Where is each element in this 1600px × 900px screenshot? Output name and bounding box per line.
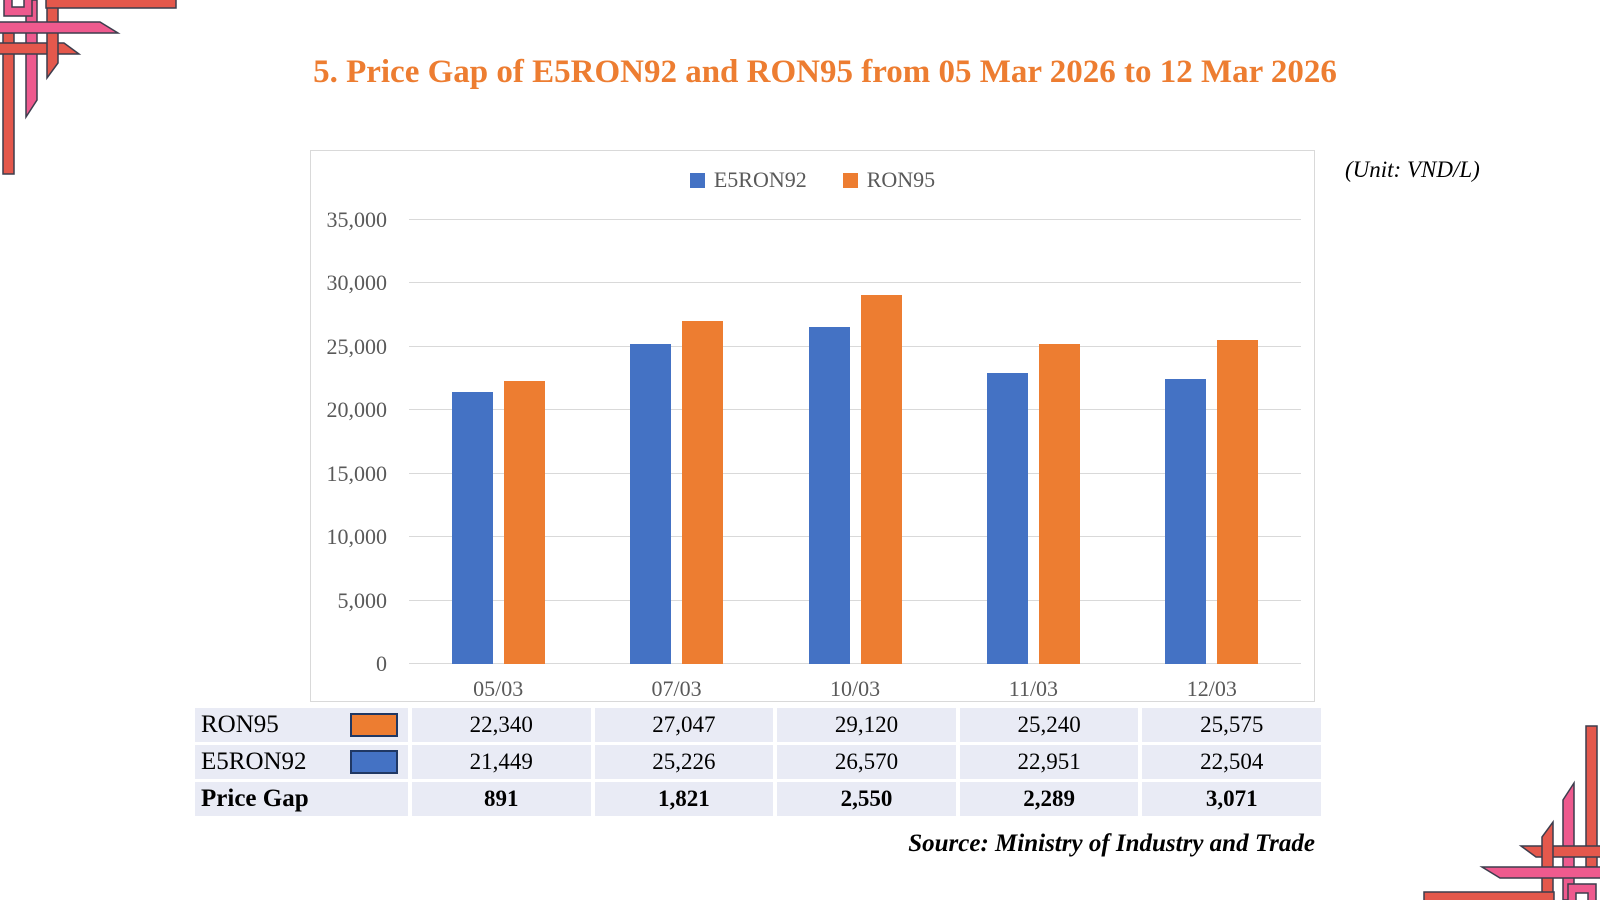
x-axis-labels: 05/03 07/03 10/03 11/03 12/03 (409, 676, 1301, 702)
legend-item-ron95: RON95 (842, 167, 936, 193)
x-tick-label: 11/03 (1008, 676, 1059, 701)
bar-ron95-12-03 (1217, 339, 1259, 664)
y-tick-label: 30,000 (326, 270, 388, 296)
table-row-label: RON95 (195, 708, 408, 742)
y-tick-label: 25,000 (326, 333, 388, 359)
bar-chart: E5RON92 RON95 0 5,000 10,000 15,000 20,000 25,… (310, 150, 1315, 702)
gridline (409, 409, 1301, 411)
gridline (409, 599, 1301, 601)
table-cell: 2,550 (777, 782, 956, 816)
bar-group-05-03 (409, 220, 587, 664)
table-cell: 2,289 (959, 782, 1139, 816)
bar-ron95-05-03 (503, 380, 545, 664)
bar-e5ron92-12-03 (1165, 378, 1207, 664)
x-tick-label: 10/03 (829, 676, 881, 701)
y-tick-label: 35,000 (326, 207, 388, 232)
plot-area (409, 219, 1301, 664)
source-caption: Source: Ministry of Industry and Trade (908, 830, 1315, 857)
table-cell: 25,226 (594, 745, 774, 779)
bar-e5ron92-10-03 (808, 326, 850, 664)
table-row-label: E5RON92 (195, 745, 408, 779)
bar-e5ron92-11-03 (986, 372, 1028, 664)
bar-group-10-03 (766, 220, 944, 664)
price-table: RON95 22,340 27,047 29,120 25,240 25,575 E5RON… (195, 708, 1321, 816)
gridline (409, 345, 1301, 347)
table-swatch-icon (350, 713, 398, 737)
x-tick-label: 05/03 (473, 676, 524, 701)
table-cell: 22,340 (412, 708, 591, 742)
table-row-label-text: RON95 (201, 711, 279, 738)
table-swatch-icon (350, 750, 398, 774)
corner-ornament-bottom-right (1423, 725, 1600, 900)
gridline (409, 663, 1301, 664)
bar-group-07-03 (587, 220, 765, 664)
legend-swatch-icon (842, 172, 858, 188)
table-cell: 29,120 (777, 708, 956, 742)
table-cell: 1,821 (594, 782, 774, 816)
bar-group-11-03 (944, 220, 1122, 664)
bar-ron95-10-03 (860, 294, 902, 664)
table-row-label-text: E5RON92 (201, 748, 307, 775)
bar-e5ron92-07-03 (630, 344, 672, 664)
gridline (409, 472, 1301, 474)
x-tick-label: 07/03 (651, 676, 702, 701)
legend-swatch-icon (689, 172, 705, 188)
unit-label: (Unit: VND/L) (1345, 157, 1480, 182)
table-cell: 891 (412, 782, 591, 816)
y-tick-label: 10,000 (326, 524, 388, 550)
bars-container (409, 220, 1301, 664)
chart-legend: E5RON92 RON95 (311, 167, 1314, 193)
y-tick-label: 5,000 (337, 587, 388, 613)
legend-label: RON95 (866, 167, 936, 192)
legend-label: E5RON92 (713, 167, 807, 192)
x-tick-label: 12/03 (1186, 676, 1237, 701)
table-cell: 21,449 (412, 745, 591, 779)
gridline (409, 219, 1301, 220)
table-cell: 22,951 (959, 745, 1139, 779)
bar-ron95-11-03 (1038, 343, 1080, 664)
y-axis-labels: 0 5,000 10,000 15,000 20,000 25,000 30,000 35,0… (311, 207, 388, 676)
gridline (409, 282, 1301, 284)
y-tick-label: 15,000 (326, 460, 388, 486)
page-title: 5. Price Gap of E5RON92 and RON95 from 0… (313, 54, 1337, 90)
legend-item-e5ron92: E5RON92 (689, 167, 807, 193)
bar-group-12-03 (1123, 220, 1301, 664)
y-tick-label: 0 (376, 651, 387, 676)
bar-e5ron92-05-03 (451, 391, 493, 664)
table-row-label-text: Price Gap (201, 785, 309, 812)
table-cell: 22,504 (1142, 745, 1321, 779)
gridline (409, 536, 1301, 538)
table-row-label: Price Gap (195, 782, 408, 816)
table-cell: 25,240 (959, 708, 1139, 742)
corner-ornament-top-left (0, 0, 177, 175)
bar-ron95-07-03 (682, 320, 724, 664)
table-cell: 25,575 (1142, 708, 1321, 742)
y-tick-label: 20,000 (326, 397, 388, 423)
table-cell: 27,047 (594, 708, 774, 742)
table-cell: 26,570 (777, 745, 956, 779)
table-cell: 3,071 (1142, 782, 1321, 816)
